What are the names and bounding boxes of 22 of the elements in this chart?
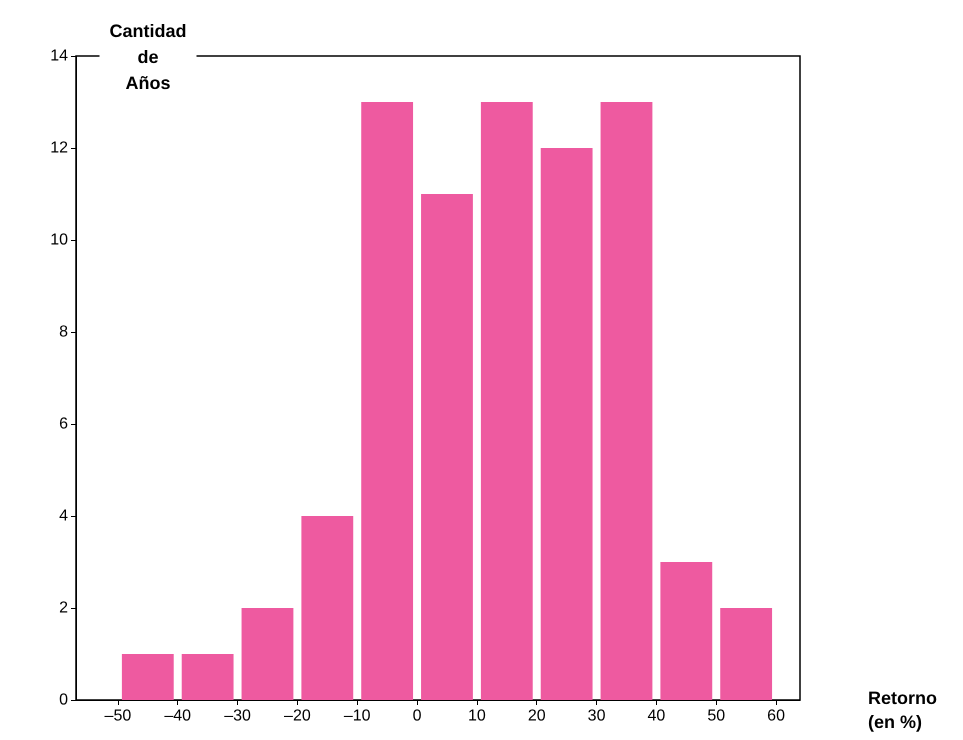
x-tick-label: –50 <box>104 708 132 724</box>
y-axis-title: Cantidad de Años <box>109 21 187 93</box>
y-tick-label: 12 <box>50 140 68 156</box>
x-tick-label: 50 <box>707 708 726 724</box>
x-tick-label: 10 <box>468 708 486 724</box>
x-tick-label: 40 <box>648 708 666 724</box>
y-tick-label: 10 <box>50 232 68 248</box>
y-tick-label: 2 <box>59 600 68 616</box>
y-tick-label: 6 <box>59 416 68 432</box>
x-tick-label: 60 <box>767 708 786 724</box>
x-tick-label: 30 <box>588 708 606 724</box>
y-tick-label: 0 <box>59 692 68 708</box>
x-tick-label: 20 <box>528 708 546 724</box>
x-tick-label: –30 <box>224 708 251 724</box>
y-tick-label: 14 <box>50 48 68 64</box>
y-tick-label: 8 <box>59 324 68 340</box>
x-axis-title: Retorno (en %) <box>868 688 937 732</box>
x-tick-label: 0 <box>412 708 422 724</box>
x-tick-label: –20 <box>284 708 311 724</box>
y-tick-label: 4 <box>59 508 68 524</box>
x-tick-label: –10 <box>344 708 371 724</box>
x-tick-label: –40 <box>164 708 192 724</box>
